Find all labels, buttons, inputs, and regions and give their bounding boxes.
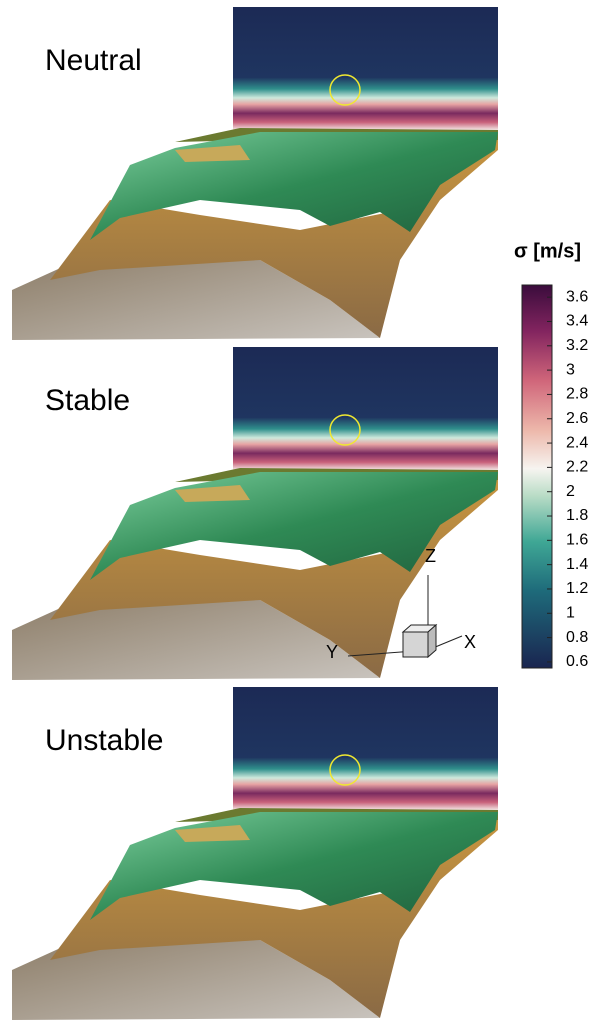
colorbar-tick-label: 3.4 bbox=[566, 313, 588, 330]
colorbar-tick-label: 1 bbox=[566, 605, 575, 622]
heatmap-plane bbox=[233, 7, 498, 135]
colorbar-tick-label: 3.6 bbox=[566, 288, 588, 305]
panel-label: Unstable bbox=[45, 724, 163, 757]
axis-triad bbox=[347, 575, 463, 659]
axis-label: Y bbox=[326, 642, 338, 662]
panel-label: Stable bbox=[45, 384, 130, 417]
colorbar-tick-label: 2.4 bbox=[566, 434, 588, 451]
cube-front bbox=[402, 631, 429, 658]
highlight-circle bbox=[329, 414, 361, 446]
colorbar-tick-label: 3 bbox=[566, 361, 575, 378]
ground bbox=[12, 590, 380, 680]
colorbar-tick-label: 0.6 bbox=[566, 653, 588, 670]
panel: Unstable bbox=[12, 687, 498, 1020]
clearing bbox=[175, 145, 250, 162]
colorbar-tick-label: 1.6 bbox=[566, 532, 588, 549]
panel: Neutral bbox=[12, 7, 498, 340]
colorbar-tick-label: 1.2 bbox=[566, 580, 588, 597]
axis-label: Z bbox=[425, 546, 436, 566]
highlight-circle bbox=[329, 754, 361, 786]
colorbar-tick-label: 3.2 bbox=[566, 337, 588, 354]
axis-label: X bbox=[464, 632, 476, 652]
ground bbox=[12, 930, 380, 1020]
colorbar-tick-label: 2.6 bbox=[566, 410, 588, 427]
slope bbox=[50, 475, 498, 678]
clearing bbox=[175, 485, 250, 502]
colorbar-tick-label: 0.8 bbox=[566, 629, 588, 646]
colorbar-tick-label: 1.8 bbox=[566, 507, 588, 524]
slope bbox=[50, 815, 498, 1018]
heatmap-plane bbox=[233, 347, 498, 475]
colorbar-tick-label: 2.2 bbox=[566, 459, 588, 476]
panel-label: Neutral bbox=[45, 44, 142, 77]
slope bbox=[50, 135, 498, 338]
heatmap-plane bbox=[233, 687, 498, 815]
panel: Stable bbox=[12, 347, 498, 680]
colorbar-tick-label: 2 bbox=[566, 483, 575, 500]
clearing bbox=[175, 825, 250, 842]
ground bbox=[12, 250, 380, 340]
highlight-circle bbox=[329, 74, 361, 106]
colorbar-tick-label: 1.4 bbox=[566, 556, 588, 573]
colorbar-tick-label: 2.8 bbox=[566, 386, 588, 403]
colorbar-title: σ [m/s] bbox=[514, 240, 581, 262]
panels: Neutral Stable Unstable bbox=[12, 7, 498, 1020]
colorbar bbox=[521, 284, 553, 669]
